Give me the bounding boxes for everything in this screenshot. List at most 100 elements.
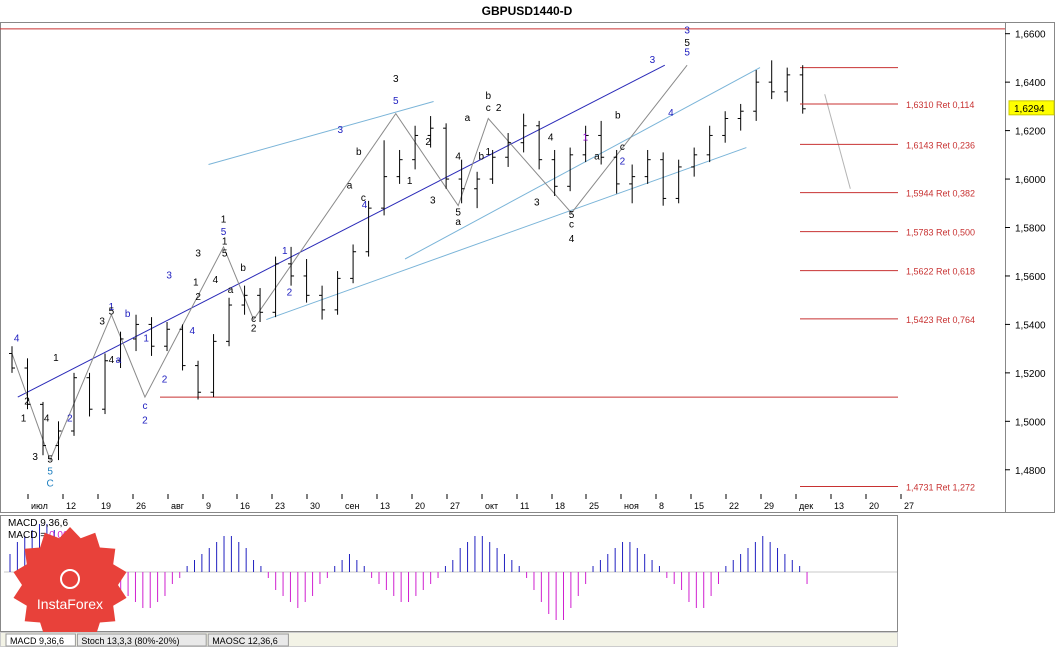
candle [226, 297, 233, 347]
wave-label: b [485, 91, 491, 102]
current-price-label: 1,6294 [1014, 104, 1045, 115]
candle [117, 331, 124, 369]
wave-label: 2 [67, 413, 73, 424]
date-tick-label: сен [345, 501, 360, 511]
candle [381, 140, 388, 216]
date-tick-label: ноя [624, 501, 639, 511]
candle [706, 125, 713, 163]
date-tick-label: 9 [206, 501, 211, 511]
wave-label: c [251, 314, 256, 325]
candle [241, 285, 248, 315]
candle [691, 147, 698, 177]
horizontal-levels [0, 28, 1005, 398]
candle [427, 116, 434, 148]
wave-label: 1 [193, 278, 199, 289]
fib-level: 1,5783 Ret 0,500 [800, 228, 975, 238]
wave-label: 4 [109, 355, 115, 366]
price-tick-label: 1,6400 [1015, 78, 1046, 89]
fib-level: 1,5423 Ret 0,764 [800, 315, 975, 325]
forecast-line [824, 94, 851, 189]
price-tick-label: 1,6200 [1015, 127, 1046, 138]
wave-label: b [240, 263, 246, 274]
logo-star-shape [13, 527, 127, 643]
wave-lines [11, 64, 688, 462]
date-tick-label: 30 [310, 501, 320, 511]
candle [784, 67, 791, 102]
wave-label: 3 [99, 316, 105, 327]
candle [799, 65, 806, 114]
fib-level: 1,6143 Ret 0,236 [800, 140, 975, 150]
wave-label: 4 [44, 413, 50, 424]
wave-label: 1 [21, 413, 27, 424]
wave-label: 1 [282, 246, 288, 257]
price-tick-label: 1,6600 [1015, 30, 1046, 41]
fib-level-label: 1,6143 Ret 0,236 [906, 140, 975, 150]
wave-label: 2 [162, 375, 168, 386]
wave-labels: 4213455C123415abc2123124341551abc2123bac… [14, 26, 690, 490]
candle [195, 360, 202, 400]
date-tick-label: 13 [834, 501, 844, 511]
wave-label: 4 [362, 200, 368, 211]
wave-label: c [620, 142, 625, 153]
candle [551, 149, 558, 197]
price-axis: 1,6600 1,6400 1,6200 1,6000 1,5800 1,5600 1,54… [1005, 30, 1055, 477]
price-tick-label: 1,5200 [1015, 369, 1046, 380]
indicator-tabs: MACD 9,36,6 Stoch 13,3,3 (80%-20%) MAOSC 1… [5, 633, 289, 647]
wave-label: c [569, 220, 574, 231]
candle [40, 401, 47, 456]
logo-text: InstaForex [37, 596, 103, 612]
fib-level: 1,5622 Ret 0,618 [800, 267, 975, 277]
logo-emblem-icon [60, 569, 80, 589]
wave-label: C [47, 479, 54, 490]
fib-level-label: 1,5783 Ret 0,500 [906, 228, 975, 238]
fib-level: 1,4731 Ret 1,272 [800, 482, 975, 492]
wave-label: 3 [32, 452, 38, 463]
candle [55, 421, 62, 461]
candles [9, 60, 806, 461]
wave-label: c [486, 103, 491, 114]
candle [9, 346, 15, 373]
wave-label: 2 [620, 157, 626, 168]
candle [582, 125, 589, 163]
candle [458, 159, 465, 204]
price-tick-label: 1,4800 [1015, 466, 1046, 477]
wave-label: b [479, 152, 485, 163]
indicator-tab[interactable]: MAOSC 12,36,6 [207, 633, 289, 647]
wave-label: a [228, 285, 234, 296]
wave-label: 1 [407, 176, 413, 187]
indicator-tab[interactable]: Stoch 13,3,3 (80%-20%) [76, 633, 207, 647]
candle [675, 159, 682, 204]
wave-label: b [125, 309, 131, 320]
wave-label: a [116, 355, 122, 366]
fib-levels: 1,6310 Ret 0,114 1,6143 Ret 0,236 1,5944 R… [800, 100, 975, 492]
indicator-tab[interactable]: MACD 9,36,6 [5, 633, 76, 647]
fib-level-label: 1,5622 Ret 0,618 [906, 267, 975, 277]
date-tick-label: 29 [764, 501, 774, 511]
trend-line [266, 147, 747, 321]
macd-histogram [4, 524, 897, 620]
wave-label: 3 [684, 26, 690, 37]
wave-label: 4 [569, 234, 575, 245]
wave-label: 5 [221, 227, 227, 238]
wave-label: 2 [24, 396, 30, 407]
wave-label: 5 [222, 249, 228, 260]
wave-label: a [465, 113, 471, 124]
trend-line [208, 101, 434, 165]
wave-label: 1 [222, 236, 228, 247]
wave-label: b [615, 110, 621, 121]
wave-label: a [347, 181, 353, 192]
wave-label: c [142, 401, 147, 412]
date-tick-label: дек [799, 501, 813, 511]
indicator-tab-label: MAOSC 12,36,6 [212, 636, 278, 646]
date-tick-label: 23 [275, 501, 285, 511]
date-tick-label: 11 [520, 501, 529, 511]
wave-label: 5 [684, 47, 690, 58]
candle [288, 246, 295, 286]
instaforex-logo: InstaForex [13, 527, 127, 643]
date-tick-label: 20 [869, 501, 879, 511]
wave-label: c [361, 193, 366, 204]
wave-label: 3 [166, 270, 172, 281]
date-tick-label: 18 [555, 501, 565, 511]
candle [350, 244, 357, 284]
indicator-tab-background [207, 633, 289, 647]
